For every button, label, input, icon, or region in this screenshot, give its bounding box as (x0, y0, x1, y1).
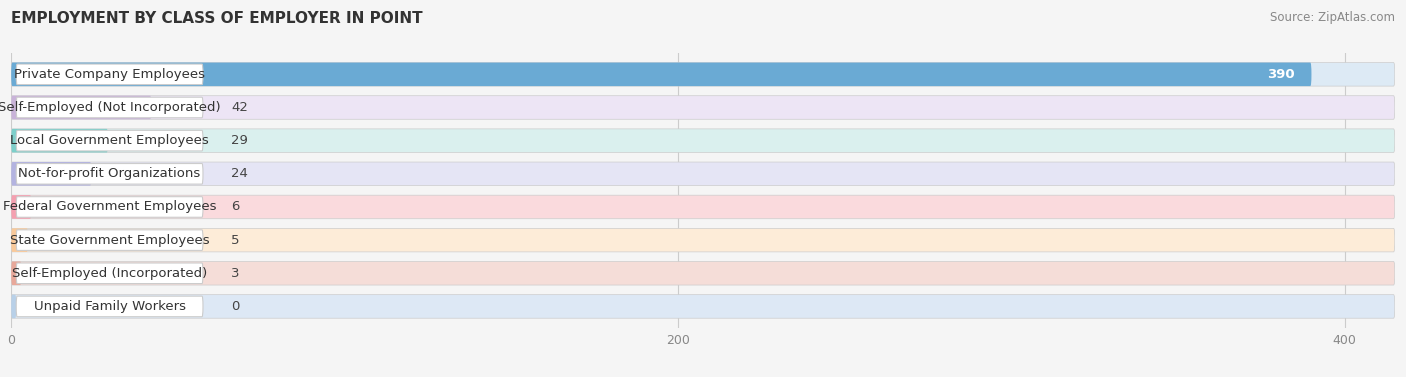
FancyBboxPatch shape (17, 130, 202, 151)
Text: State Government Employees: State Government Employees (10, 234, 209, 247)
Text: 42: 42 (231, 101, 247, 114)
Text: EMPLOYMENT BY CLASS OF EMPLOYER IN POINT: EMPLOYMENT BY CLASS OF EMPLOYER IN POINT (11, 11, 423, 26)
FancyBboxPatch shape (11, 96, 152, 119)
FancyBboxPatch shape (11, 228, 28, 252)
Text: Not-for-profit Organizations: Not-for-profit Organizations (18, 167, 201, 180)
Text: Self-Employed (Not Incorporated): Self-Employed (Not Incorporated) (0, 101, 221, 114)
Text: 3: 3 (231, 267, 240, 280)
FancyBboxPatch shape (17, 97, 202, 118)
FancyBboxPatch shape (11, 262, 1395, 285)
FancyBboxPatch shape (11, 262, 21, 285)
Text: Local Government Employees: Local Government Employees (10, 134, 209, 147)
FancyBboxPatch shape (17, 296, 202, 317)
FancyBboxPatch shape (11, 129, 1395, 152)
FancyBboxPatch shape (11, 63, 1312, 86)
Text: 24: 24 (231, 167, 247, 180)
Text: Source: ZipAtlas.com: Source: ZipAtlas.com (1270, 11, 1395, 24)
Text: 5: 5 (231, 234, 240, 247)
FancyBboxPatch shape (17, 164, 202, 184)
FancyBboxPatch shape (11, 96, 1395, 119)
Text: Private Company Employees: Private Company Employees (14, 68, 205, 81)
FancyBboxPatch shape (11, 162, 1395, 185)
FancyBboxPatch shape (11, 129, 108, 152)
FancyBboxPatch shape (11, 228, 1395, 252)
FancyBboxPatch shape (17, 230, 202, 250)
FancyBboxPatch shape (17, 263, 202, 284)
FancyBboxPatch shape (11, 195, 1395, 219)
Text: Federal Government Employees: Federal Government Employees (3, 201, 217, 213)
FancyBboxPatch shape (11, 295, 17, 318)
Text: 0: 0 (231, 300, 239, 313)
FancyBboxPatch shape (11, 295, 1395, 318)
Text: Unpaid Family Workers: Unpaid Family Workers (34, 300, 186, 313)
Text: 390: 390 (1267, 68, 1295, 81)
FancyBboxPatch shape (11, 63, 1395, 86)
FancyBboxPatch shape (17, 197, 202, 217)
Text: Self-Employed (Incorporated): Self-Employed (Incorporated) (13, 267, 207, 280)
Text: 29: 29 (231, 134, 247, 147)
FancyBboxPatch shape (11, 162, 91, 185)
Text: 6: 6 (231, 201, 239, 213)
FancyBboxPatch shape (17, 64, 202, 84)
FancyBboxPatch shape (11, 195, 31, 219)
